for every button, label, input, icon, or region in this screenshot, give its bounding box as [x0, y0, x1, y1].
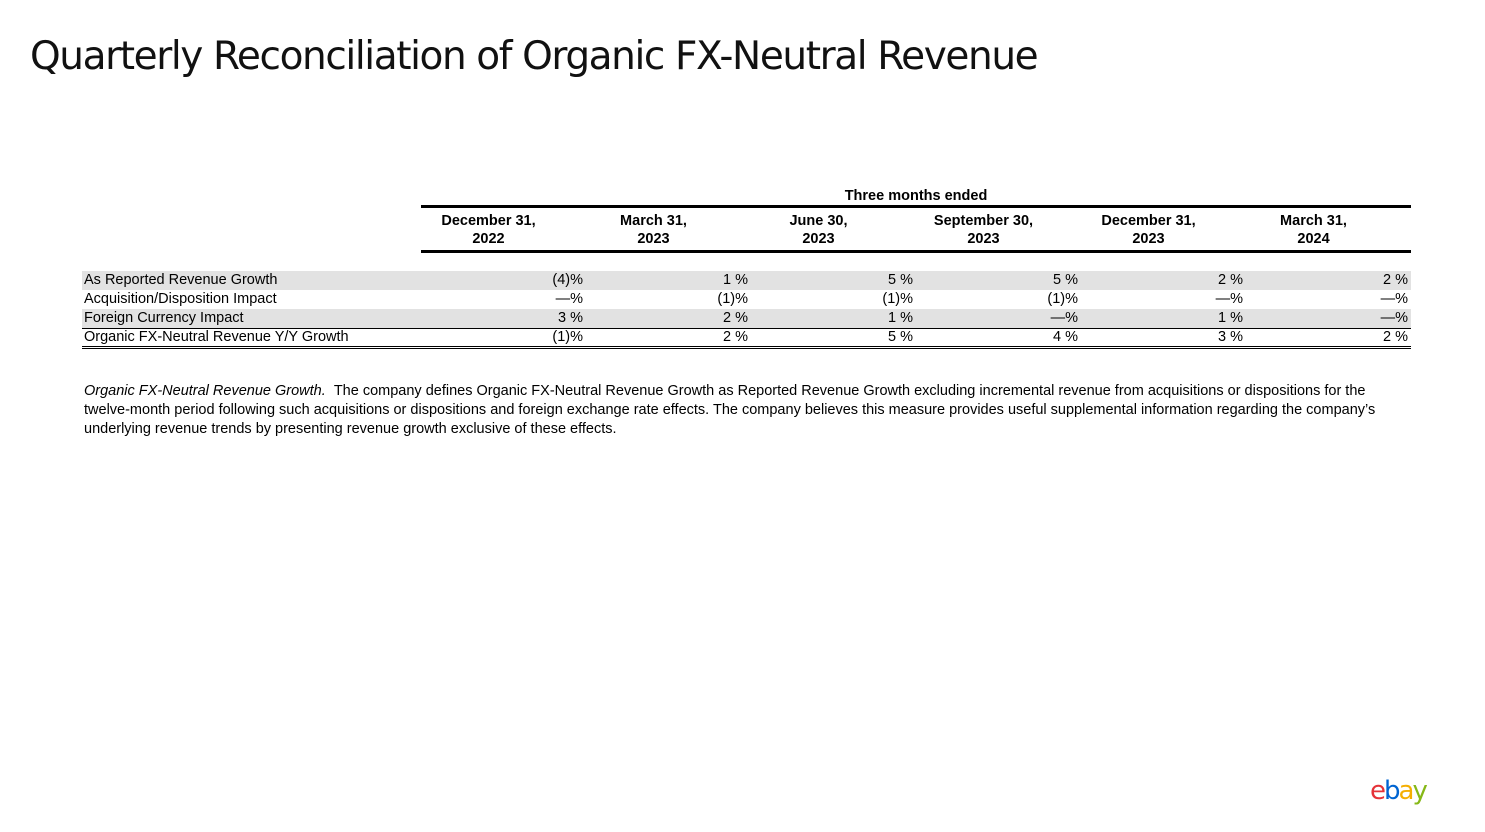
table-cell: 2 % [586, 328, 751, 349]
column-header-line1: December 31, [1101, 213, 1196, 229]
table-cell: 1 % [586, 271, 751, 290]
column-header: December 31, 2023 [1081, 206, 1246, 253]
table-cell: (1)% [421, 328, 586, 349]
column-header-line2: 2023 [637, 231, 670, 247]
logo-letter: b [1384, 776, 1400, 806]
table-cell: 1 % [751, 309, 916, 329]
table-row: Acquisition/Disposition Impact —% (1)% (… [82, 290, 1411, 309]
table-cell: —% [555, 291, 583, 307]
group-header-row: Three months ended [82, 186, 1412, 208]
table-cell: (1)% [1047, 291, 1078, 307]
table-cell: 4 % [916, 328, 1081, 349]
column-header-line2: 2022 [472, 231, 505, 247]
logo-letter: a [1398, 776, 1415, 806]
column-header-line1: September 30, [933, 213, 1034, 229]
row-label: Acquisition/Disposition Impact [84, 291, 277, 307]
table-cell: 2 % [1246, 328, 1412, 349]
column-header: March 31, 2023 [586, 206, 751, 253]
column-header-line2: 2023 [967, 231, 1000, 247]
table-row: As Reported Revenue Growth (4)% 1 % 5 % … [82, 271, 1412, 290]
column-header: September 30, 2023 [916, 206, 1081, 253]
total-row: Organic FX-Neutral Revenue Y/Y Growth (1… [82, 328, 1412, 349]
table-cell: 2 % [1081, 271, 1246, 290]
table-cell: —% [1380, 291, 1409, 307]
table-cell: 5 % [916, 271, 1081, 290]
group-header: Three months ended [421, 186, 1412, 208]
column-header-line1: March 31, [620, 213, 687, 229]
row-label: Organic FX-Neutral Revenue Y/Y Growth [82, 328, 421, 349]
column-header: December 31, 2022 [421, 206, 586, 253]
spacer-row [82, 252, 1411, 272]
column-header-line1: December 31, [441, 213, 536, 229]
column-header-line1: June 30, [789, 213, 848, 229]
table-cell: (4)% [421, 271, 586, 290]
column-header-line2: 2024 [1297, 231, 1330, 247]
logo-letter: e [1370, 776, 1386, 806]
period-header-row: December 31, 2022 March 31, 2023 June 30… [82, 206, 1412, 253]
table-cell: 5 % [751, 328, 916, 349]
row-label: As Reported Revenue Growth [82, 271, 421, 290]
footnote-body: The company defines Organic FX-Neutral R… [84, 383, 1376, 437]
ebay-logo: ebay [1370, 776, 1428, 806]
table-cell: 5 % [751, 271, 916, 290]
page-title: Quarterly Reconciliation of Organic FX-N… [30, 34, 1039, 79]
table-cell: 3 % [421, 309, 586, 329]
reconciliation-table: Three months ended December 31, 2022 Mar… [82, 186, 1412, 349]
table-cell: (1)% [882, 291, 913, 307]
table-cell: 2 % [1246, 271, 1412, 290]
footnote-lead: Organic FX-Neutral Revenue Growth. [84, 383, 326, 399]
column-header-line1: March 31, [1280, 213, 1347, 229]
table-row: Foreign Currency Impact 3 % 2 % 1 % —% 1… [82, 309, 1412, 329]
table-cell: (1)% [717, 291, 748, 307]
table-cell: —% [1215, 291, 1243, 307]
table-cell: 3 % [1081, 328, 1246, 349]
table-cell: 1 % [1081, 309, 1246, 329]
footnote: Organic FX-Neutral Revenue Growth. The c… [84, 382, 1410, 439]
table-cell: —% [916, 309, 1081, 329]
logo-letter: y [1412, 776, 1427, 806]
column-header: June 30, 2023 [751, 206, 916, 253]
column-header: March 31, 2024 [1246, 206, 1412, 253]
table-cell: —% [1246, 309, 1412, 329]
table-cell: 2 % [586, 309, 751, 329]
column-header-line2: 2023 [802, 231, 835, 247]
row-label: Foreign Currency Impact [82, 309, 421, 329]
column-header-line2: 2023 [1132, 231, 1165, 247]
